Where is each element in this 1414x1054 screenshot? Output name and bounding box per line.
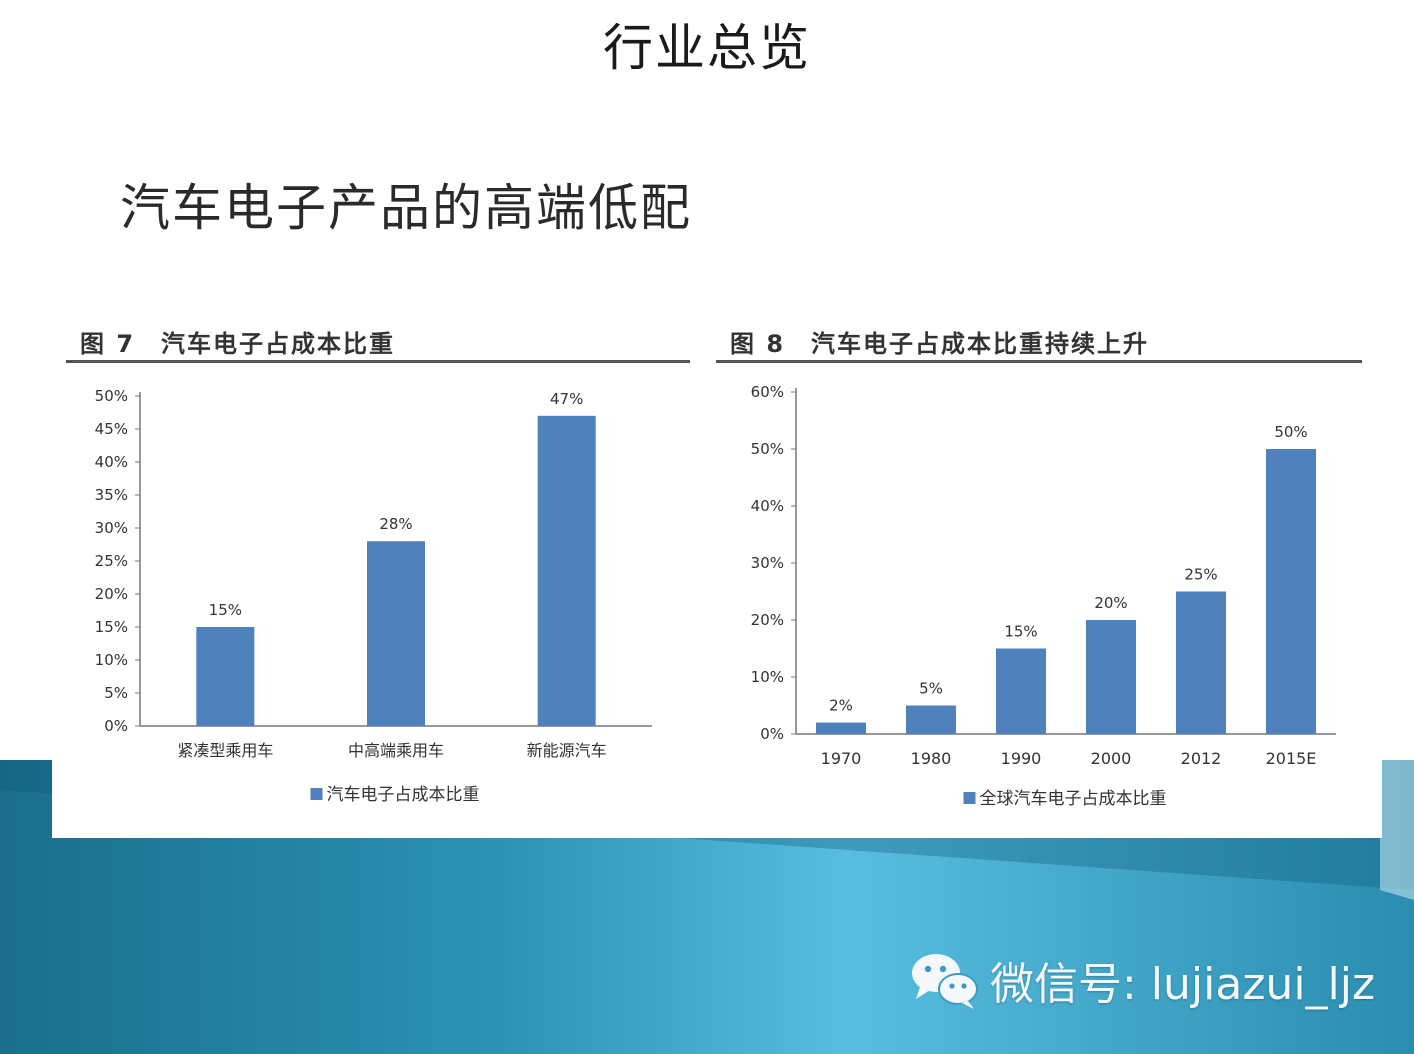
y-tick-label: 20% [751,611,784,629]
wechat-icon [912,954,978,1009]
y-tick-label: 0% [104,717,128,735]
figure-8-chart: 0% 10% 20% 30% 40% 50% 60% 2% 1970 5% 1980 15% 1990 2… [751,383,1336,809]
legend-label: 全球汽车电子占成本比重 [980,789,1167,809]
bar-1990 [996,648,1046,734]
legend-label: 汽车电子占成本比重 [327,785,480,805]
y-tick-label: 25% [95,552,128,570]
y-tick-label: 50% [751,440,784,458]
bar-1980 [906,705,956,734]
legend-swatch [310,788,323,800]
y-tick-label: 5% [104,684,128,702]
bar-1970 [816,722,866,734]
y-tick-label: 30% [95,519,128,537]
bar-紧凑型乘用车 [196,627,255,726]
data-label: 2% [829,697,853,715]
data-label: 28% [379,515,412,533]
bar-新能源汽车 [537,415,596,726]
y-tick-label: 50% [95,387,128,405]
slide-subtitle: 汽车电子产品的高端低配 [120,179,692,237]
x-tick-label: 中高端乘用车 [348,741,444,760]
y-tick-label: 10% [95,651,128,669]
y-tick-label: 45% [95,420,128,438]
y-tick-label: 10% [751,668,784,686]
y-tick-label: 15% [95,618,128,636]
bar-2000 [1086,620,1136,734]
y-tick-label: 35% [95,486,128,504]
slide-title: 行业总览 [603,19,811,77]
data-label: 25% [1184,566,1217,584]
data-label: 20% [1094,594,1127,612]
x-tick-label: 1970 [821,749,862,768]
y-tick-label: 40% [95,453,128,471]
charts-panel: 图 7 汽车电子占成本比重 图 8 汽车电子占成本比重持续上升 0% 5% 10% 1… [52,308,1382,838]
y-tick-label: 60% [751,383,784,401]
x-tick-label: 1990 [1001,749,1042,768]
data-label: 47% [550,390,583,408]
x-tick-label: 紧凑型乘用车 [177,741,273,760]
data-label: 5% [919,680,943,698]
y-tick-label: 30% [751,554,784,572]
y-tick-label: 0% [760,725,784,743]
figure-7-caption: 图 7 汽车电子占成本比重 [80,330,396,358]
wechat-watermark: 微信号: lujiazui_ljz [908,945,1375,1015]
bar-2012 [1176,591,1226,734]
figure-8-rule [716,360,1362,363]
bar-中高端乘用车 [367,541,425,726]
y-tick-label: 20% [95,585,128,603]
figure-8-caption: 图 8 汽车电子占成本比重持续上升 [730,330,1150,358]
x-tick-label: 新能源汽车 [527,741,607,760]
x-tick-label: 2000 [1091,749,1132,768]
data-label: 15% [1004,623,1037,641]
wechat-id-text: 微信号: lujiazui_ljz [990,959,1376,1010]
figure-7-rule [66,360,690,363]
legend-swatch [963,792,976,804]
bar-2015E [1266,449,1316,734]
data-label: 15% [209,601,242,619]
x-tick-label: 2015E [1266,749,1317,768]
y-tick-label: 40% [751,497,784,515]
x-tick-label: 1980 [911,749,952,768]
x-tick-label: 2012 [1181,749,1222,768]
data-label: 50% [1274,423,1307,441]
figure-7-chart: 0% 5% 10% 15% 20% 25% 30% 35% 40% 45% 50% 15% 紧凑型乘用车… [95,387,652,805]
